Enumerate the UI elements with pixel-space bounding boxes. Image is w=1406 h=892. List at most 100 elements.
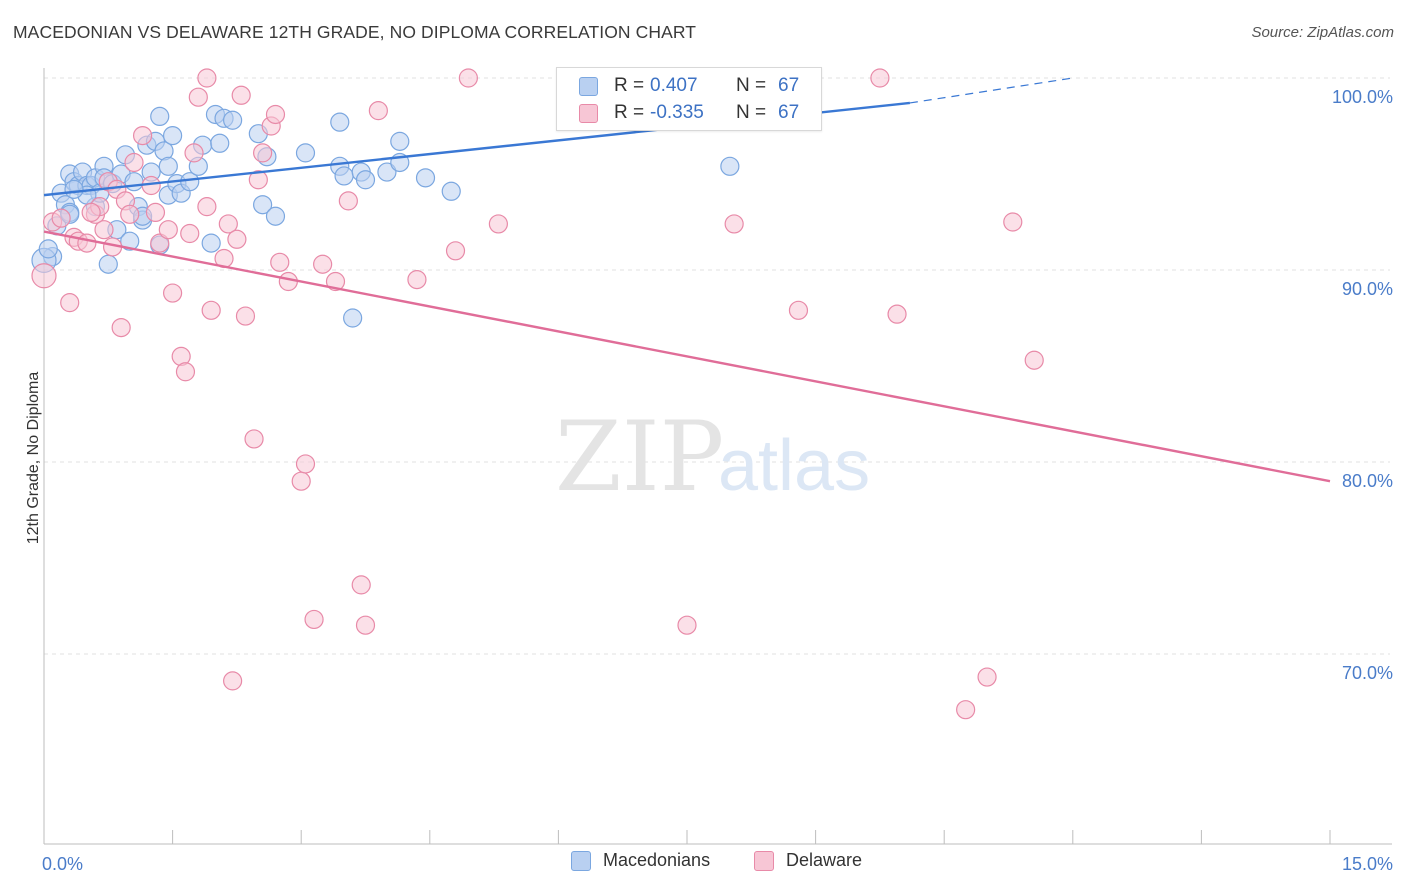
- stat-swatch-delaware: [579, 103, 598, 123]
- legend-swatch-delaware: [754, 850, 774, 871]
- data-points: [31, 68, 1044, 720]
- delaware-point: [445, 241, 466, 261]
- delaware-point: [235, 306, 256, 326]
- delaware-point: [677, 615, 697, 635]
- y-tick-label: 90.0%: [1342, 279, 1393, 299]
- legend: Macedonians Delaware: [0, 850, 1406, 878]
- delaware-point: [295, 454, 316, 474]
- legend-item-delaware[interactable]: Delaware: [754, 850, 862, 871]
- r-value: -0.335: [650, 102, 704, 123]
- macedonians-point: [158, 156, 178, 176]
- delaware-point: [265, 104, 286, 125]
- macedonians-point: [150, 106, 170, 127]
- y-tick-label: 100.0%: [1332, 87, 1393, 107]
- macedonians-point: [223, 110, 243, 130]
- delaware-point: [218, 214, 238, 234]
- macedonians-point: [343, 308, 363, 328]
- delaware-point: [325, 271, 346, 292]
- legend-label: Macedonians: [603, 850, 711, 870]
- delaware-point: [132, 126, 153, 146]
- legend-item-macedonians[interactable]: Macedonians: [571, 850, 710, 871]
- y-tick-label: 80.0%: [1342, 471, 1393, 491]
- macedonians-point: [98, 254, 118, 274]
- legend-swatch-macedonians: [571, 850, 591, 871]
- stats-box: R = 0.407 N = 67 R = -0.335 N = 67: [556, 67, 822, 131]
- delaware-point: [724, 214, 744, 234]
- watermark-zip: ZIP: [555, 401, 724, 513]
- delaware-point: [227, 229, 247, 249]
- n-value: 67: [778, 102, 800, 123]
- delaware-trend-line: [43, 230, 1331, 483]
- stat-row-delaware: R = -0.335 N = 67: [579, 99, 799, 127]
- delaware-point: [291, 471, 311, 491]
- delaware-point: [150, 233, 170, 253]
- delaware-point: [870, 68, 890, 88]
- macedonians-point: [124, 172, 144, 192]
- y-axis-label: 12th Grade, No Diploma: [25, 372, 42, 545]
- delaware-point: [60, 293, 80, 313]
- macedonians-point: [201, 233, 221, 253]
- macedonians-point: [64, 179, 84, 199]
- delaware-point: [488, 214, 508, 234]
- delaware-point: [956, 700, 976, 720]
- delaware-point: [197, 68, 217, 88]
- delaware-point: [1024, 350, 1044, 370]
- axes: [43, 68, 1392, 845]
- delaware-point: [163, 283, 183, 303]
- delaware-point: [313, 254, 333, 274]
- macedonians-point: [390, 131, 410, 151]
- delaware-point: [158, 220, 178, 240]
- macedonians-point: [441, 181, 461, 201]
- n-label: N =: [736, 75, 767, 96]
- delaware-point: [180, 223, 200, 244]
- stat-swatch-macedonians: [579, 76, 598, 96]
- delaware-point: [458, 68, 478, 88]
- delaware-point: [788, 300, 809, 320]
- chart-title: MACEDONIAN VS DELAWARE 12TH GRADE, NO DI…: [13, 22, 697, 42]
- y-tick-label: 70.0%: [1342, 663, 1393, 683]
- delaware-point: [338, 191, 358, 211]
- delaware-point: [77, 233, 97, 253]
- delaware-point: [175, 362, 196, 382]
- delaware-point: [51, 208, 71, 228]
- r-value: 0.407: [650, 75, 698, 96]
- r-label: R =: [614, 75, 645, 96]
- delaware-point: [111, 318, 131, 338]
- watermark-atlas: atlas: [718, 426, 870, 506]
- delaware-point: [351, 575, 371, 595]
- delaware-point: [368, 101, 388, 121]
- delaware-point: [253, 143, 273, 163]
- delaware-point: [355, 615, 376, 635]
- source-label: Source: ZipAtlas.com: [1251, 24, 1394, 41]
- macedonians-point: [330, 112, 350, 132]
- x-tick-label: 15.0%: [1342, 854, 1393, 874]
- macedonians-trend-extension: [909, 77, 1073, 104]
- n-value: 67: [778, 75, 800, 96]
- tick-labels: 70.0% 80.0% 90.0% 100.0% 0.0% 15.0%: [42, 87, 1393, 874]
- delaware-point: [1003, 212, 1023, 232]
- macedonians-point: [253, 195, 273, 215]
- stat-row-macedonians: R = 0.407 N = 67: [579, 72, 799, 100]
- macedonians-point: [295, 143, 316, 163]
- delaware-point: [231, 85, 251, 105]
- macedonians-point: [163, 126, 183, 146]
- macedonians-point: [334, 166, 354, 186]
- macedonians-point: [265, 206, 286, 226]
- macedonians-point: [38, 239, 58, 259]
- delaware-point: [223, 671, 243, 691]
- delaware-point: [244, 429, 264, 449]
- delaware-point: [124, 152, 144, 173]
- legend-label: Delaware: [786, 850, 863, 870]
- delaware-point: [977, 667, 997, 687]
- delaware-point: [120, 204, 140, 224]
- delaware-point: [887, 304, 907, 324]
- delaware-point: [94, 220, 114, 240]
- delaware-point: [270, 252, 290, 272]
- macedonians-point: [720, 156, 740, 176]
- delaware-point: [145, 202, 166, 222]
- macedonians-point: [120, 231, 140, 251]
- delaware-point: [304, 609, 324, 630]
- delaware-point: [278, 271, 298, 292]
- macedonians-point: [210, 133, 230, 153]
